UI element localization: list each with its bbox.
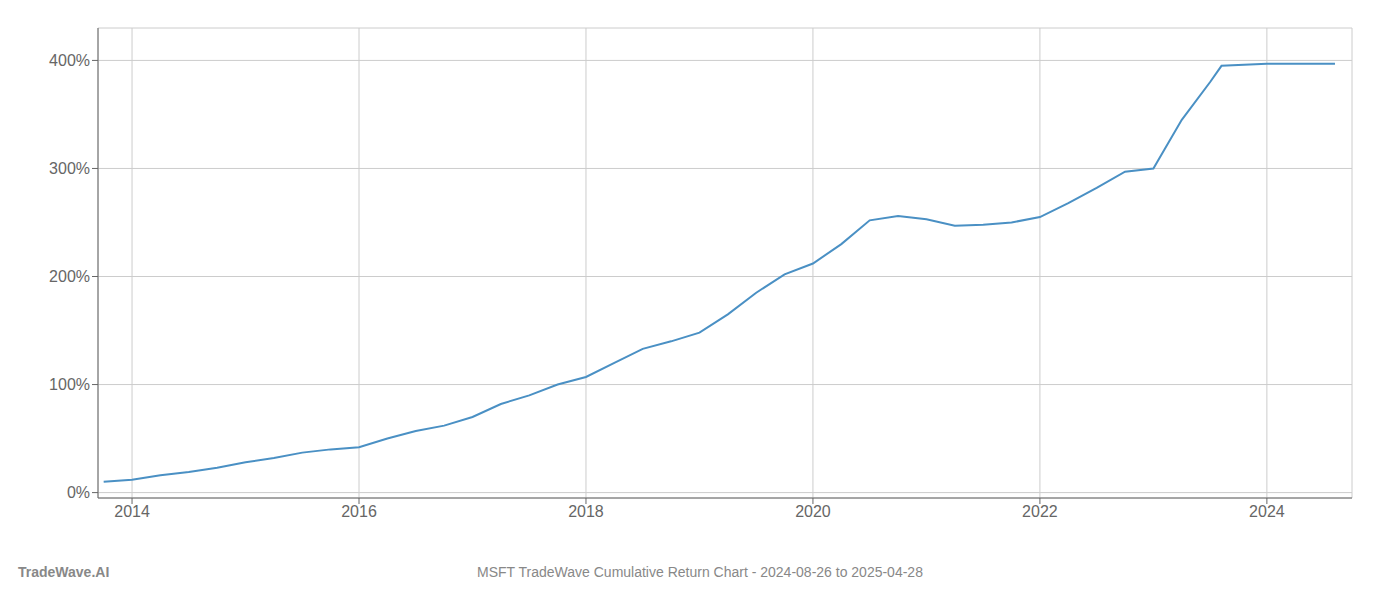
svg-text:2014: 2014 <box>114 503 150 520</box>
svg-text:300%: 300% <box>49 160 90 177</box>
svg-text:2022: 2022 <box>1022 503 1058 520</box>
svg-text:2024: 2024 <box>1249 503 1285 520</box>
svg-text:2020: 2020 <box>795 503 831 520</box>
svg-text:400%: 400% <box>49 52 90 69</box>
svg-text:200%: 200% <box>49 268 90 285</box>
html-text:MSFT TradeWave Cumulative Retu: MSFT TradeWave Cumulative Return Chart -… <box>477 564 923 580</box>
svg-text:0%: 0% <box>67 484 90 501</box>
svg-text:2016: 2016 <box>341 503 377 520</box>
svg-text:100%: 100% <box>49 376 90 393</box>
svg-text:2018: 2018 <box>568 503 604 520</box>
html-text:TradeWave.AI: TradeWave.AI <box>18 564 110 580</box>
